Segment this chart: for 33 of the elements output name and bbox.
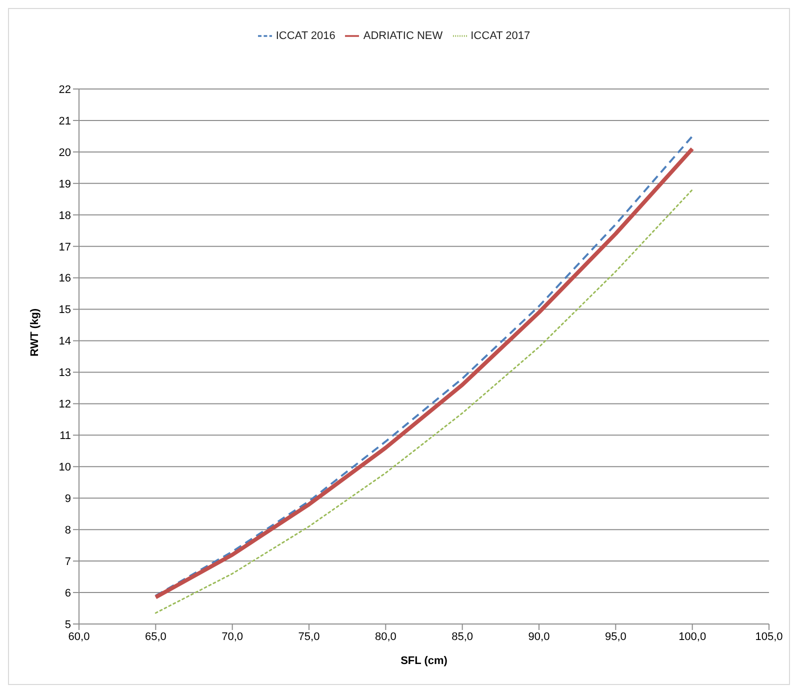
x-axis-title: SFL (cm) xyxy=(400,655,448,667)
legend-label: ADRIATIC NEW xyxy=(363,30,443,42)
y-tick-label: 20 xyxy=(58,146,71,159)
y-tick-label: 5 xyxy=(64,618,71,631)
y-tick-label: 7 xyxy=(64,556,71,568)
legend-label: ICCAT 2016 xyxy=(276,30,336,42)
y-axis-title: RWT (kg) xyxy=(28,308,41,356)
x-tick-label: 60,0 xyxy=(68,630,90,643)
x-tick-label: 95,0 xyxy=(604,630,626,643)
y-tick-label: 19 xyxy=(58,178,71,190)
y-tick-label: 22 xyxy=(58,84,71,96)
y-tick-label: 12 xyxy=(58,398,71,411)
x-tick-label: 75,0 xyxy=(298,630,320,643)
x-tick-label: 65,0 xyxy=(144,630,166,643)
y-tick-label: 21 xyxy=(58,115,71,128)
y-tick-label: 17 xyxy=(58,241,71,254)
y-tick-label: 6 xyxy=(64,587,71,600)
y-tick-label: 18 xyxy=(58,210,71,222)
y-tick-label: 9 xyxy=(64,493,71,506)
x-tick-label: 100,0 xyxy=(678,630,706,643)
x-tick-label: 80,0 xyxy=(374,630,396,643)
x-tick-label: 105,0 xyxy=(755,630,783,643)
y-tick-label: 13 xyxy=(58,367,71,380)
y-tick-label: 8 xyxy=(64,524,71,536)
y-tick-label: 10 xyxy=(58,462,71,474)
x-tick-label: 85,0 xyxy=(452,630,474,643)
y-tick-label: 14 xyxy=(58,336,71,348)
y-tick-label: 15 xyxy=(58,304,71,316)
y-tick-label: 16 xyxy=(58,272,71,285)
x-tick-label: 70,0 xyxy=(222,630,244,643)
legend-label: ICCAT 2017 xyxy=(470,30,530,42)
x-tick-label: 90,0 xyxy=(528,630,550,643)
y-tick-label: 11 xyxy=(60,430,71,442)
